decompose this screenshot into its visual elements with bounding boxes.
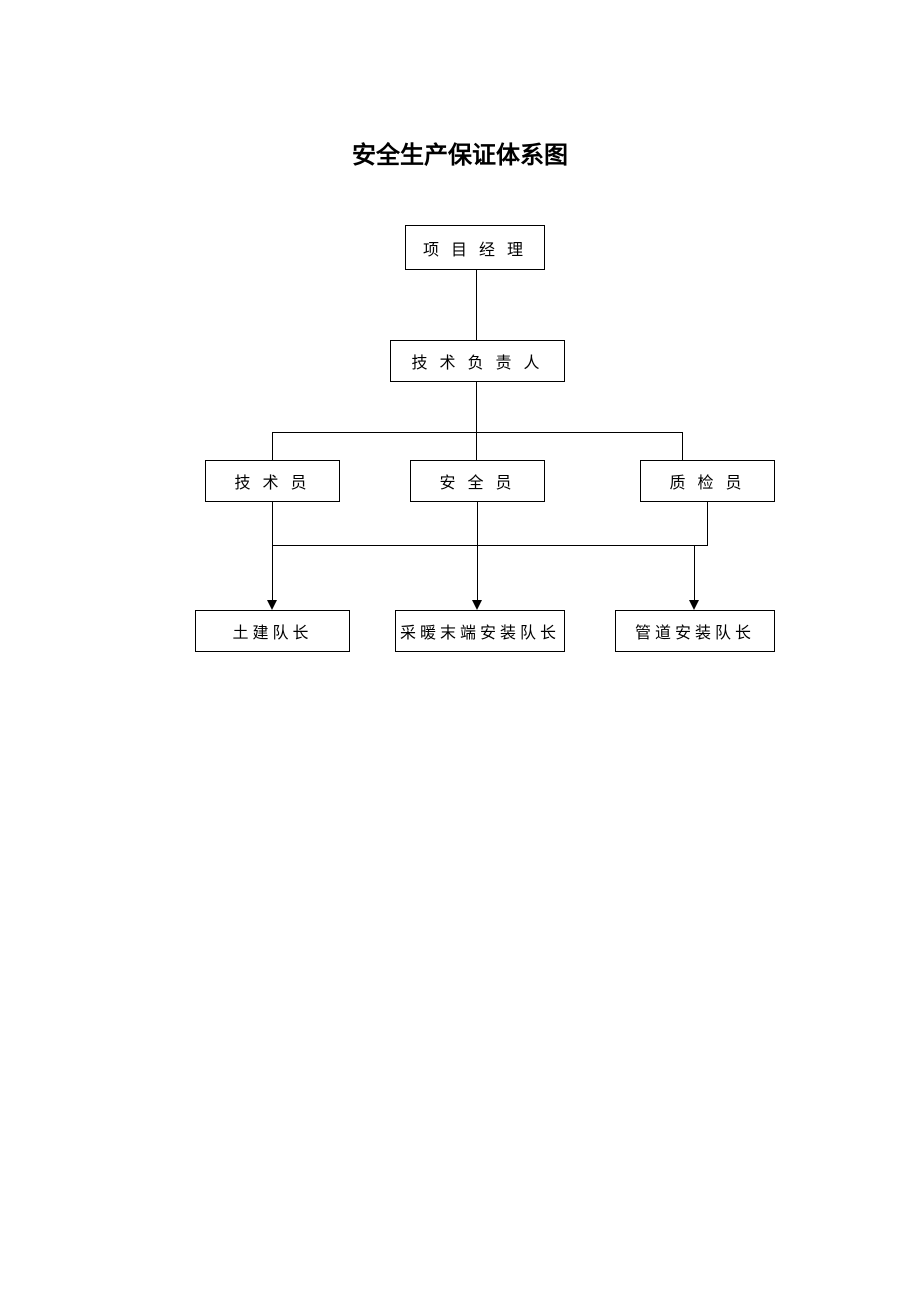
connector-line-0 [476,270,477,340]
connector-line-7 [477,502,478,545]
node-n4: 安 全 员 [410,460,545,502]
connector-line-9 [272,545,708,546]
connector-line-12 [694,545,695,600]
connector-line-10 [272,545,273,600]
arrow-head-0 [267,600,277,610]
arrow-head-1 [472,600,482,610]
connector-line-8 [707,502,708,545]
connector-line-2 [272,432,682,433]
node-n7: 采暖末端安装队长 [395,610,565,652]
arrow-head-2 [689,600,699,610]
connector-line-1 [476,382,477,432]
node-n2: 技 术 负 责 人 [390,340,565,382]
connector-line-5 [682,432,683,460]
node-n5: 质 检 员 [640,460,775,502]
connector-line-3 [272,432,273,460]
node-n1: 项 目 经 理 [405,225,545,270]
connector-line-4 [476,432,477,460]
node-n8: 管道安装队长 [615,610,775,652]
node-n6: 土建队长 [195,610,350,652]
connector-line-11 [477,545,478,600]
node-n3: 技 术 员 [205,460,340,502]
diagram-title: 安全生产保证体系图 [0,135,920,170]
connector-line-6 [272,502,273,545]
